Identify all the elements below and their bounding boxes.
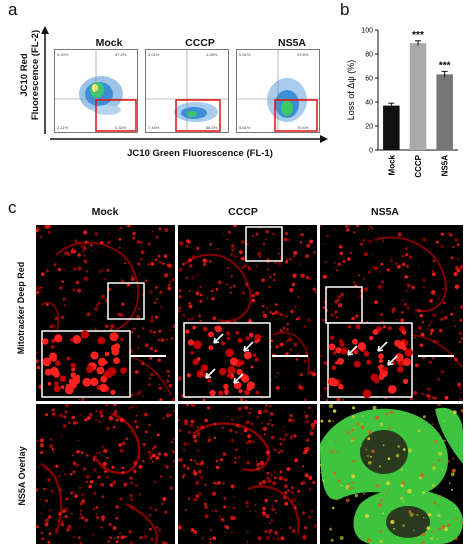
bar-significance: ***	[412, 30, 424, 41]
mic-image-cccp-mitotracker-svg	[178, 225, 317, 401]
flow-plot-cccp: 0.01% 4.08% 88.5% 7.44%	[145, 49, 229, 133]
mic-inset-blobs	[185, 325, 262, 397]
flow-q4-cccp: 7.44%	[148, 125, 160, 130]
mic-arrow-icon	[243, 341, 254, 352]
flow-q2-ns5a: 23.8%	[297, 52, 309, 57]
mic-scalebar-mock	[130, 355, 166, 357]
mic-arrow-icon	[377, 341, 388, 352]
mic-image-cccp-overlay	[178, 404, 317, 544]
bar-cccp	[409, 43, 427, 151]
bar-ytick-label: 80	[365, 52, 373, 59]
bar-category-label: CCCP	[414, 154, 423, 177]
mic-image-ns5a-mitotracker	[320, 225, 463, 401]
mic-speckles	[36, 404, 175, 544]
mic-image-mock-mitotracker-svg	[36, 225, 175, 401]
flow-q4-mock: 2.11%	[57, 125, 69, 130]
bar-ytick-label: 60	[365, 76, 373, 83]
bar-category-label: Mock	[387, 154, 396, 175]
bar-ytick-label: 20	[365, 124, 373, 131]
flow-plot-mock: 0.20% 97.4% 0.32% 2.11%	[54, 49, 138, 133]
mic-image-cccp-mitotracker	[178, 225, 317, 401]
flow-q4-ns5a: 5.81%	[239, 125, 251, 130]
mic-col-cccp: CCCP	[228, 206, 258, 218]
flow-q3-mock: 0.32%	[115, 125, 127, 130]
flow-q3-ns5a: 70.4%	[297, 125, 309, 130]
flow-q1-cccp: 0.01%	[148, 52, 160, 57]
mic-image-mock-mitotracker	[36, 225, 175, 401]
flow-title-cccp: CCCP	[185, 37, 215, 49]
panel-label-b: b	[340, 0, 350, 19]
mic-col-mock: Mock	[91, 206, 119, 218]
mic-speckles	[178, 404, 317, 544]
flow-q2-mock: 97.4%	[115, 52, 127, 57]
bar-ytick-label: 100	[361, 28, 373, 35]
flow-ylabel-line1: JC10 Red	[19, 53, 30, 97]
mic-image-ns5a-mitotracker-svg	[320, 225, 463, 401]
bar-category-label: NS5A	[441, 155, 450, 177]
flow-scatter-cccp	[146, 50, 228, 132]
mic-scalebar-ns5a	[418, 355, 454, 357]
flow-scatter-mock	[55, 50, 137, 132]
mic-arrow-icon	[205, 368, 216, 379]
mic-image-ns5a-overlay-svg	[320, 404, 463, 544]
mic-speckles	[320, 404, 463, 544]
flow-title-ns5a: NS5A	[277, 37, 306, 49]
bar-chart-svg: 0 20 40 60 80 100 Loss of Δψ (%) Mock *** CCCP ***…	[346, 28, 458, 178]
bar-mock	[383, 105, 400, 150]
mic-row-label-mitotracker: Mitotracker Deep Red	[16, 261, 26, 355]
mic-scalebar-cccp	[272, 355, 308, 357]
bar-ytick-label: 0	[369, 148, 373, 155]
mic-inset-blobs	[327, 324, 413, 398]
flow-q1-ns5a: 0.01%	[239, 52, 251, 57]
bar-chart: 0 20 40 60 80 100 Loss of Δψ (%) Mock *** CCCP ***…	[340, 16, 467, 196]
mic-arrow-icon	[387, 355, 398, 366]
mic-image-ns5a-overlay	[320, 404, 463, 544]
bar-y-axis-label: Loss of Δψ (%)	[346, 60, 356, 120]
mic-arrow-icon	[347, 345, 358, 356]
flow-x-axis-label: JC10 Green Fluorescence (FL-1)	[127, 148, 273, 159]
mic-row-label-overlay: NS5A Overlay	[17, 446, 27, 506]
mic-image-cccp-overlay-svg	[178, 404, 317, 544]
mic-col-ns5a: NS5A	[370, 206, 399, 218]
flow-y-arrow	[41, 26, 49, 134]
bar-significance: ***	[439, 60, 451, 71]
mic-arrow-icon	[233, 373, 244, 384]
flow-q3-cccp: 88.5%	[206, 125, 218, 130]
flow-plot-ns5a: 0.01% 23.8% 70.4% 5.81%	[236, 49, 320, 133]
flow-scatter-ns5a	[237, 50, 319, 132]
mic-image-mock-overlay	[36, 404, 175, 544]
bar-ns5a	[436, 74, 453, 150]
bar-ytick-label: 40	[365, 100, 373, 107]
mic-arrow-icon	[213, 333, 224, 344]
mic-image-mock-overlay-svg	[36, 404, 175, 544]
flow-title-mock: Mock	[95, 37, 123, 49]
flow-x-arrow	[50, 135, 328, 143]
mic-inset-blobs	[42, 330, 127, 395]
panel-label-a: a	[8, 0, 18, 19]
panel-label-c: c	[8, 198, 17, 217]
flow-q2-cccp: 4.08%	[206, 52, 218, 57]
flow-q1-mock: 0.20%	[57, 52, 69, 57]
